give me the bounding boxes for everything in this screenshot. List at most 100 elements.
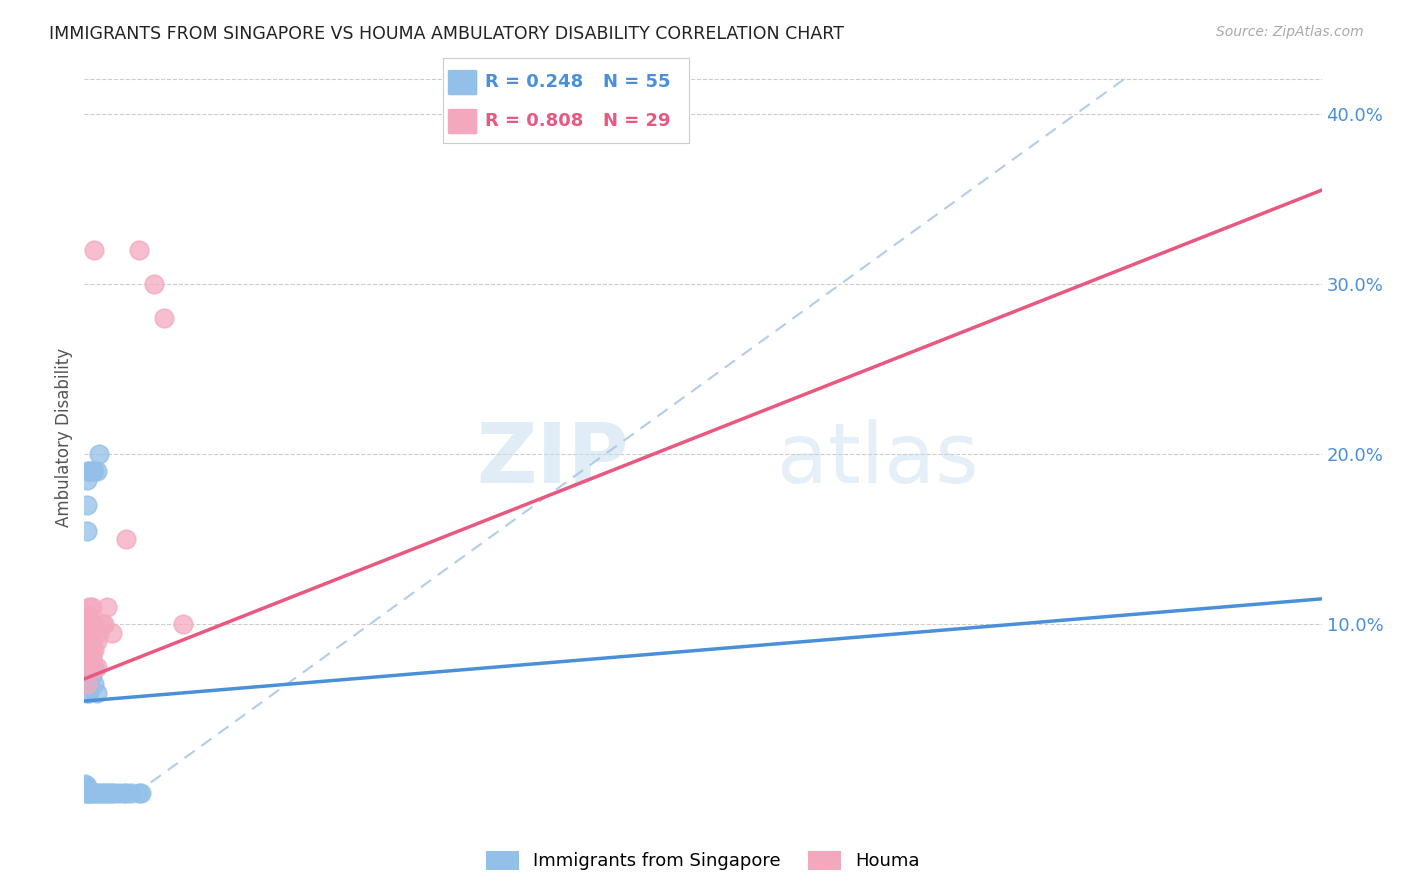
Point [96, 600, 118, 615]
Text: R = 0.808: R = 0.808 [485, 112, 583, 129]
Point [80, 464, 103, 478]
Point [75, 782, 97, 797]
Point [80, 786, 103, 800]
Point [79, 685, 101, 699]
Point [83, 660, 105, 674]
Point [129, 786, 152, 800]
Point [79, 608, 101, 623]
Point [79, 464, 101, 478]
Point [80, 643, 103, 657]
Text: Source: ZipAtlas.com: Source: ZipAtlas.com [1216, 25, 1364, 39]
Point [76, 660, 98, 674]
Point [76, 524, 98, 538]
Point [96, 786, 118, 800]
Point [83, 786, 105, 800]
Point [83, 677, 105, 691]
Point [75, 634, 97, 648]
Point [89, 447, 111, 461]
Point [76, 677, 98, 691]
Point [79, 786, 101, 800]
Point [80, 600, 103, 615]
Point [112, 786, 135, 800]
Point [115, 533, 138, 547]
Point [75, 782, 97, 797]
FancyBboxPatch shape [447, 109, 478, 134]
Point [77, 464, 100, 478]
Point [77, 634, 100, 648]
Point [100, 626, 122, 640]
Text: IMMIGRANTS FROM SINGAPORE VS HOUMA AMBULATORY DISABILITY CORRELATION CHART: IMMIGRANTS FROM SINGAPORE VS HOUMA AMBUL… [49, 25, 844, 43]
Point [76, 498, 98, 512]
Point [120, 786, 142, 800]
Point [76, 784, 98, 798]
Point [172, 617, 194, 632]
Point [98, 786, 121, 800]
Point [75, 780, 97, 795]
Point [76, 780, 98, 795]
Point [75, 779, 97, 793]
Point [75, 786, 97, 800]
Point [80, 668, 103, 682]
Point [152, 310, 174, 325]
Point [93, 786, 115, 800]
Text: atlas: atlas [778, 419, 979, 500]
Point [103, 786, 125, 800]
Point [79, 660, 101, 674]
Point [86, 786, 108, 800]
Point [75, 777, 97, 791]
Text: N = 55: N = 55 [603, 73, 671, 91]
Point [89, 626, 111, 640]
Legend: Immigrants from Singapore, Houma: Immigrants from Singapore, Houma [479, 844, 927, 878]
Point [79, 651, 101, 665]
Point [76, 784, 98, 798]
Text: N = 29: N = 29 [603, 112, 671, 129]
Point [80, 617, 103, 632]
Point [93, 617, 115, 632]
Point [76, 626, 98, 640]
Point [77, 782, 100, 797]
Point [86, 685, 108, 699]
Point [79, 651, 101, 665]
Point [86, 464, 108, 478]
Point [83, 660, 105, 674]
Point [76, 784, 98, 798]
Point [108, 786, 131, 800]
Point [76, 608, 98, 623]
Point [76, 643, 98, 657]
Point [100, 786, 122, 800]
Point [128, 786, 150, 800]
Point [79, 784, 101, 798]
Point [79, 600, 101, 615]
Point [75, 782, 97, 797]
Point [75, 651, 97, 665]
Point [80, 651, 103, 665]
Text: ZIP: ZIP [477, 419, 628, 500]
Point [86, 660, 108, 674]
Point [76, 779, 98, 793]
Point [83, 617, 105, 632]
FancyBboxPatch shape [447, 70, 478, 95]
Point [76, 782, 98, 797]
Point [128, 243, 150, 257]
Point [83, 464, 105, 478]
Point [86, 634, 108, 648]
Point [89, 786, 111, 800]
Y-axis label: Ambulatory Disability: Ambulatory Disability [55, 348, 73, 526]
Point [79, 626, 101, 640]
Point [77, 786, 100, 800]
Point [76, 660, 98, 674]
Point [90, 786, 112, 800]
Point [115, 786, 138, 800]
Point [75, 784, 97, 798]
Point [80, 634, 103, 648]
Point [76, 685, 98, 699]
Point [76, 668, 98, 682]
Point [76, 473, 98, 487]
Point [142, 277, 165, 291]
Point [90, 617, 112, 632]
Point [83, 643, 105, 657]
Text: R = 0.248: R = 0.248 [485, 73, 583, 91]
Point [76, 786, 98, 800]
Point [83, 243, 105, 257]
Point [79, 634, 101, 648]
